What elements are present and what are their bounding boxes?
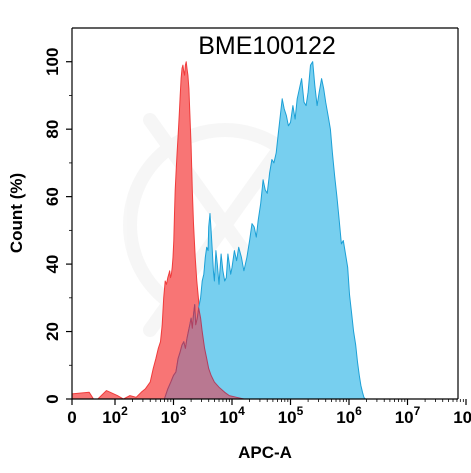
- series-layer: [71, 61, 366, 400]
- x-tick-label: 106: [336, 404, 362, 427]
- chart-title: BME100122: [198, 32, 336, 60]
- x-tick-label: 0: [67, 408, 76, 427]
- x-tick-label: 105: [278, 404, 304, 427]
- y-ticks: 0 20 40 60 80 100: [43, 48, 72, 404]
- x-tick-label: 102: [102, 404, 128, 427]
- x-tick-label: 103: [161, 404, 187, 427]
- histogram-overlap-area: [163, 304, 245, 400]
- x-tick-label: 107: [395, 404, 421, 427]
- x-axis-label: APC-A: [238, 443, 292, 462]
- plot-frame: [71, 27, 459, 400]
- y-tick-label: 100: [43, 48, 62, 76]
- x-ticks: 0 102 103 104 105 106 107 108: [67, 399, 471, 427]
- x-tick-label: 104: [219, 404, 245, 427]
- y-tick-label: 40: [43, 255, 62, 274]
- y-tick-label: 0: [43, 394, 62, 403]
- y-tick-label: 80: [43, 120, 62, 139]
- x-tick-label: 108: [453, 404, 471, 427]
- y-tick-label: 60: [43, 187, 62, 206]
- y-tick-label: 20: [43, 322, 62, 341]
- y-axis-label: Count (%): [7, 173, 26, 253]
